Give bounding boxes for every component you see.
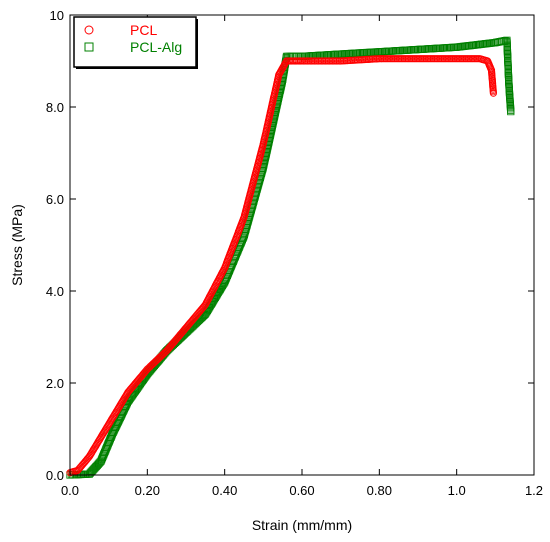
legend-box-shadow-bottom [76,67,198,69]
legend-label-pcl-alg: PCL-Alg [130,39,182,55]
y-tick-label: 6.0 [46,192,64,207]
x-tick-label: 1.0 [448,483,466,498]
y-tick-label: 10 [50,8,64,23]
x-tick-label: 1.2 [525,483,543,498]
legend: PCL PCL-Alg [73,16,198,69]
x-tick-label: 0.40 [212,483,237,498]
y-axis: 0.0 2.0 4.0 6.0 8.0 10 [46,8,534,483]
legend-marker-pcl-alg [84,42,94,52]
data-point-pcl [282,58,290,66]
y-tick-label: 2.0 [46,376,64,391]
x-axis: 0.0 0.20 0.40 0.60 0.80 1.0 1.2 [61,15,543,498]
x-tick-label: 0.20 [135,483,160,498]
series-pcl-alg-markers [66,36,515,479]
x-tick-label: 0.60 [289,483,314,498]
y-axis-title: Stress (MPa) [9,204,25,286]
plot-frame [69,14,535,476]
x-axis-title: Strain (mm/mm) [252,517,352,533]
legend-box-shadow-right [196,19,198,69]
y-tick-label: 0.0 [46,468,64,483]
y-tick-label: 4.0 [46,284,64,299]
legend-label-pcl: PCL [130,22,157,38]
legend-marker-pcl [84,25,94,35]
series-pcl-markers [66,55,497,477]
y-tick-label: 8.0 [46,100,64,115]
x-tick-label: 0.80 [367,483,392,498]
data-point-pcl-alg [507,108,515,116]
x-tick-label: 0.0 [61,483,79,498]
data-point-pcl [489,89,497,97]
legend-box [73,16,197,68]
